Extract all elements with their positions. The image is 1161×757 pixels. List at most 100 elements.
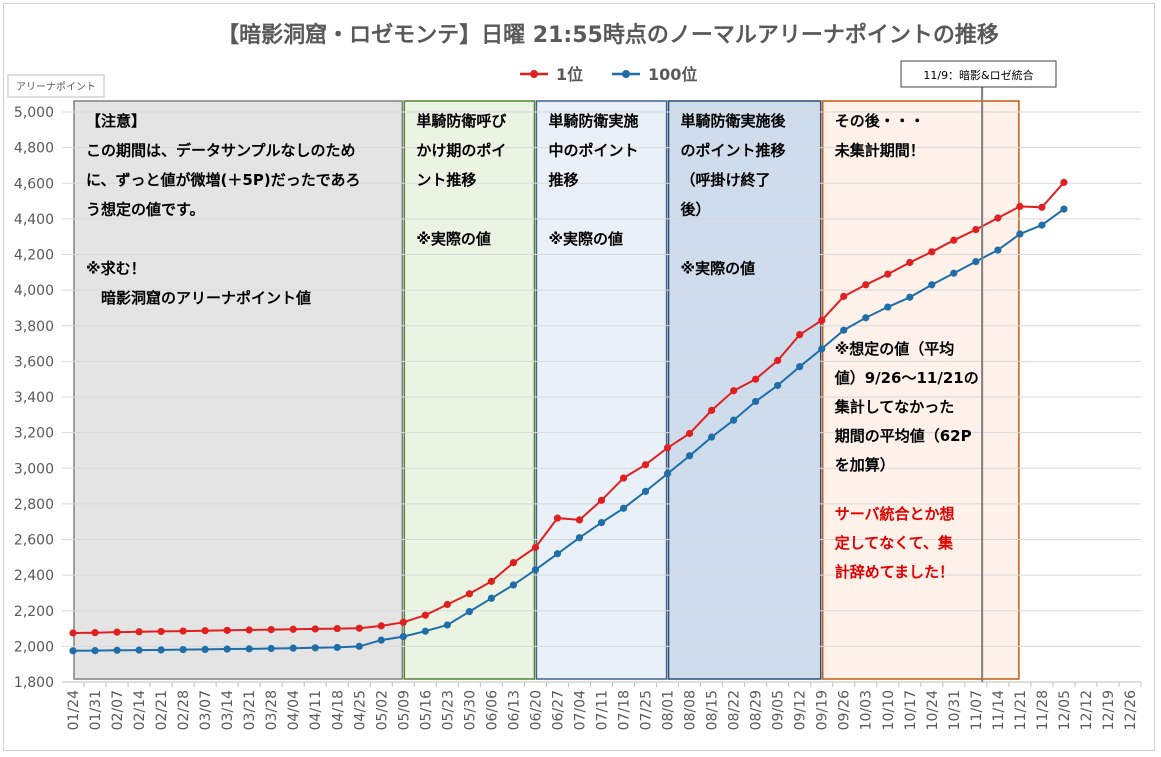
data-point [708, 433, 716, 441]
x-tick-label: 10/24 [925, 690, 941, 730]
chart-title: 【暗影洞窟・ロゼモンテ】日曜 21:55時点のノーマルアリーナポイントの推移 [217, 22, 999, 48]
period-region [73, 100, 404, 680]
data-point [201, 627, 209, 635]
region-note-line: 中のポイント [548, 142, 638, 160]
x-tick-label: 07/11 [595, 690, 611, 730]
y-tick-label: 3,200 [14, 426, 54, 442]
period-region [821, 100, 1020, 680]
region-note-line: 単騎防衛実施 [548, 112, 638, 130]
data-point [399, 618, 407, 626]
region-note-line: に、ずっと値が微増(＋5P)だったであろ [86, 171, 361, 189]
data-point [972, 258, 980, 266]
data-point [575, 534, 584, 542]
region-note-line: 未集計期間！ [834, 142, 925, 160]
data-point [179, 627, 187, 635]
data-point [818, 316, 826, 325]
y-axis-label-box: アリーナポイント [7, 74, 105, 98]
x-tick-label: 11/21 [1013, 690, 1029, 730]
x-tick-label: 12/19 [1101, 690, 1117, 730]
region-note-line: を加算） [835, 456, 895, 474]
y-tick-label: 4,800 [14, 141, 54, 157]
x-tick-label: 04/11 [308, 690, 324, 730]
x-tick-label: 10/03 [859, 690, 875, 730]
x-tick-label: 12/26 [1123, 690, 1139, 730]
data-point [113, 628, 121, 636]
data-point [245, 626, 253, 634]
data-point [509, 559, 518, 567]
data-point [774, 381, 782, 390]
region-note-line: ※想定の値（平均 [835, 340, 955, 358]
data-point [179, 645, 187, 654]
x-tick-label: 05/30 [462, 690, 478, 730]
x-tick-label: 02/14 [132, 690, 148, 730]
data-point [443, 600, 451, 609]
data-point [685, 429, 694, 438]
x-tick-label: 03/21 [242, 690, 258, 730]
data-point [906, 258, 914, 267]
region-note-line: ント推移 [416, 171, 476, 189]
data-point [950, 269, 958, 277]
y-tick-label: 2,800 [14, 497, 54, 513]
y-tick-label: 3,600 [14, 354, 54, 370]
data-point [135, 628, 143, 636]
region-note-line: ※実際の値 [416, 230, 491, 248]
x-tick-label: 06/06 [484, 690, 500, 730]
data-point [267, 626, 275, 634]
data-point [355, 624, 363, 632]
data-point [1060, 205, 1068, 213]
x-tick-label: 08/01 [661, 690, 677, 730]
data-point [377, 622, 385, 630]
region-note-line: 値）9/26〜11/21の [834, 369, 979, 387]
data-point [157, 627, 165, 636]
y-tick-label: 3,400 [14, 390, 54, 406]
data-point [730, 387, 738, 395]
x-tick-label: 05/09 [396, 690, 412, 730]
region-note-line: のポイント推移 [681, 142, 786, 160]
x-tick-label: 01/24 [66, 690, 82, 730]
data-point [267, 644, 275, 653]
data-point [443, 621, 451, 629]
data-point [69, 629, 77, 637]
y-tick-label: 2,600 [14, 533, 54, 549]
data-point [421, 611, 429, 619]
y-tick-label: 5,000 [14, 105, 54, 121]
x-tick-label: 08/29 [749, 690, 765, 730]
data-point [597, 518, 606, 527]
region-note-line: 推移 [548, 171, 578, 189]
data-point [818, 345, 826, 353]
data-point [862, 314, 870, 322]
x-tick-label: 12/12 [1079, 690, 1095, 730]
data-point [487, 594, 495, 602]
data-point [531, 566, 540, 574]
data-point [597, 496, 606, 504]
data-point [157, 646, 165, 654]
data-point [311, 644, 319, 652]
data-point [69, 647, 77, 655]
x-tick-label: 07/18 [617, 690, 633, 730]
y-tick-label: 3,800 [14, 319, 54, 335]
data-point [1016, 230, 1024, 238]
data-point [531, 543, 540, 552]
x-tick-label: 11/14 [991, 690, 1007, 730]
data-point [774, 356, 782, 365]
data-point [355, 642, 363, 650]
y-tick-label: 3,000 [14, 461, 54, 477]
data-point [1016, 202, 1024, 211]
x-tick-label: 02/28 [176, 690, 192, 730]
data-point [730, 416, 738, 424]
x-tick-label: 09/12 [793, 690, 809, 730]
data-point [752, 375, 760, 383]
data-point [619, 504, 628, 512]
data-point [752, 397, 760, 406]
data-point [796, 331, 804, 339]
legend-marker [530, 70, 538, 78]
data-point [641, 487, 650, 496]
data-point [399, 632, 407, 641]
data-point [465, 608, 473, 616]
data-point [553, 550, 562, 558]
data-point [884, 303, 892, 311]
y-tick-label: 2,400 [14, 568, 54, 584]
x-tick-label: 02/21 [154, 690, 170, 730]
x-tick-label: 02/07 [110, 690, 126, 730]
